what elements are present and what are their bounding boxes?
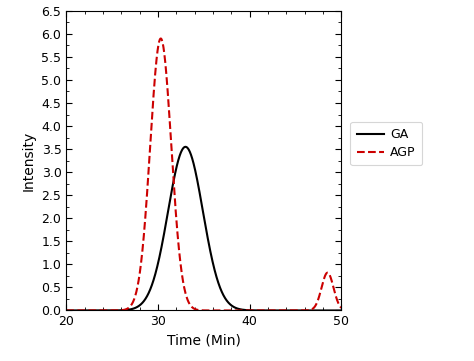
Legend: GA, AGP: GA, AGP <box>350 122 422 165</box>
X-axis label: Time (Min): Time (Min) <box>167 334 241 348</box>
Y-axis label: Intensity: Intensity <box>22 131 36 191</box>
